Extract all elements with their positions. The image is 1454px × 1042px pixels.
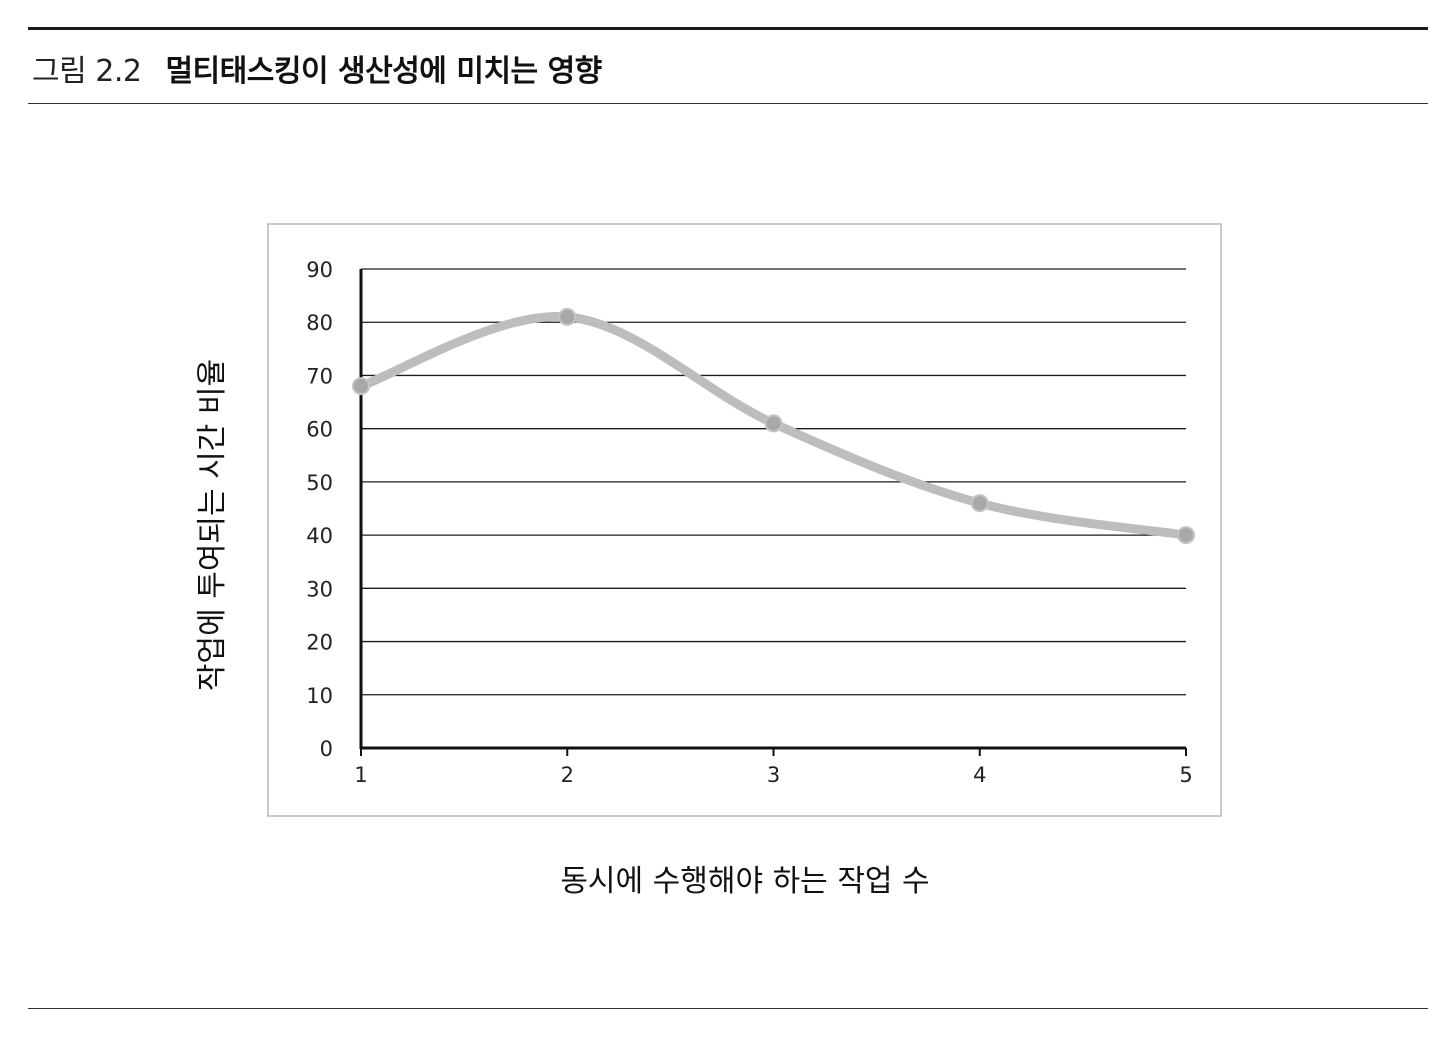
figure-label: 그림 2.2: [32, 54, 142, 89]
y-axis-label: 작업에 투여되는 시간 비율: [195, 359, 230, 691]
top-rule: [28, 27, 1428, 30]
data-point: [970, 494, 989, 513]
figure-title: 멀티태스킹이 생산성에 미치는 영향: [165, 54, 602, 89]
x-tick-label: 4: [973, 763, 986, 787]
y-tick-label: 90: [306, 258, 333, 282]
data-points: [352, 307, 1195, 545]
data-point: [764, 414, 783, 433]
data-point: [1177, 526, 1195, 545]
y-tick-label: 70: [306, 364, 333, 388]
y-tick-label: 60: [306, 418, 333, 442]
x-tick-label: 5: [1179, 763, 1192, 787]
y-tick-label: 50: [306, 471, 333, 495]
x-tick-labels: 1 2 3 4 5: [354, 763, 1192, 787]
x-tick-label: 1: [354, 763, 367, 787]
caption-rule: [28, 103, 1428, 104]
figure-caption: 그림 2.2 멀티태스킹이 생산성에 미치는 영향: [32, 46, 602, 90]
bottom-rule: [28, 1008, 1428, 1009]
y-tick-label: 20: [306, 631, 333, 655]
y-tick-labels: 0 10 20 30 40 50 60 70 80 90: [306, 258, 333, 761]
data-point: [558, 307, 577, 326]
y-tick-label: 30: [306, 577, 333, 601]
x-tick-label: 3: [767, 763, 780, 787]
axes: [359, 269, 1187, 756]
y-tick-label: 0: [320, 737, 333, 761]
y-tick-label: 80: [306, 311, 333, 335]
y-tick-label: 40: [306, 524, 333, 548]
x-axis-label: 동시에 수행해야 하는 작업 수: [560, 864, 929, 899]
data-point: [352, 377, 370, 396]
y-tick-label: 10: [306, 684, 333, 708]
x-tick-label: 2: [561, 763, 574, 787]
